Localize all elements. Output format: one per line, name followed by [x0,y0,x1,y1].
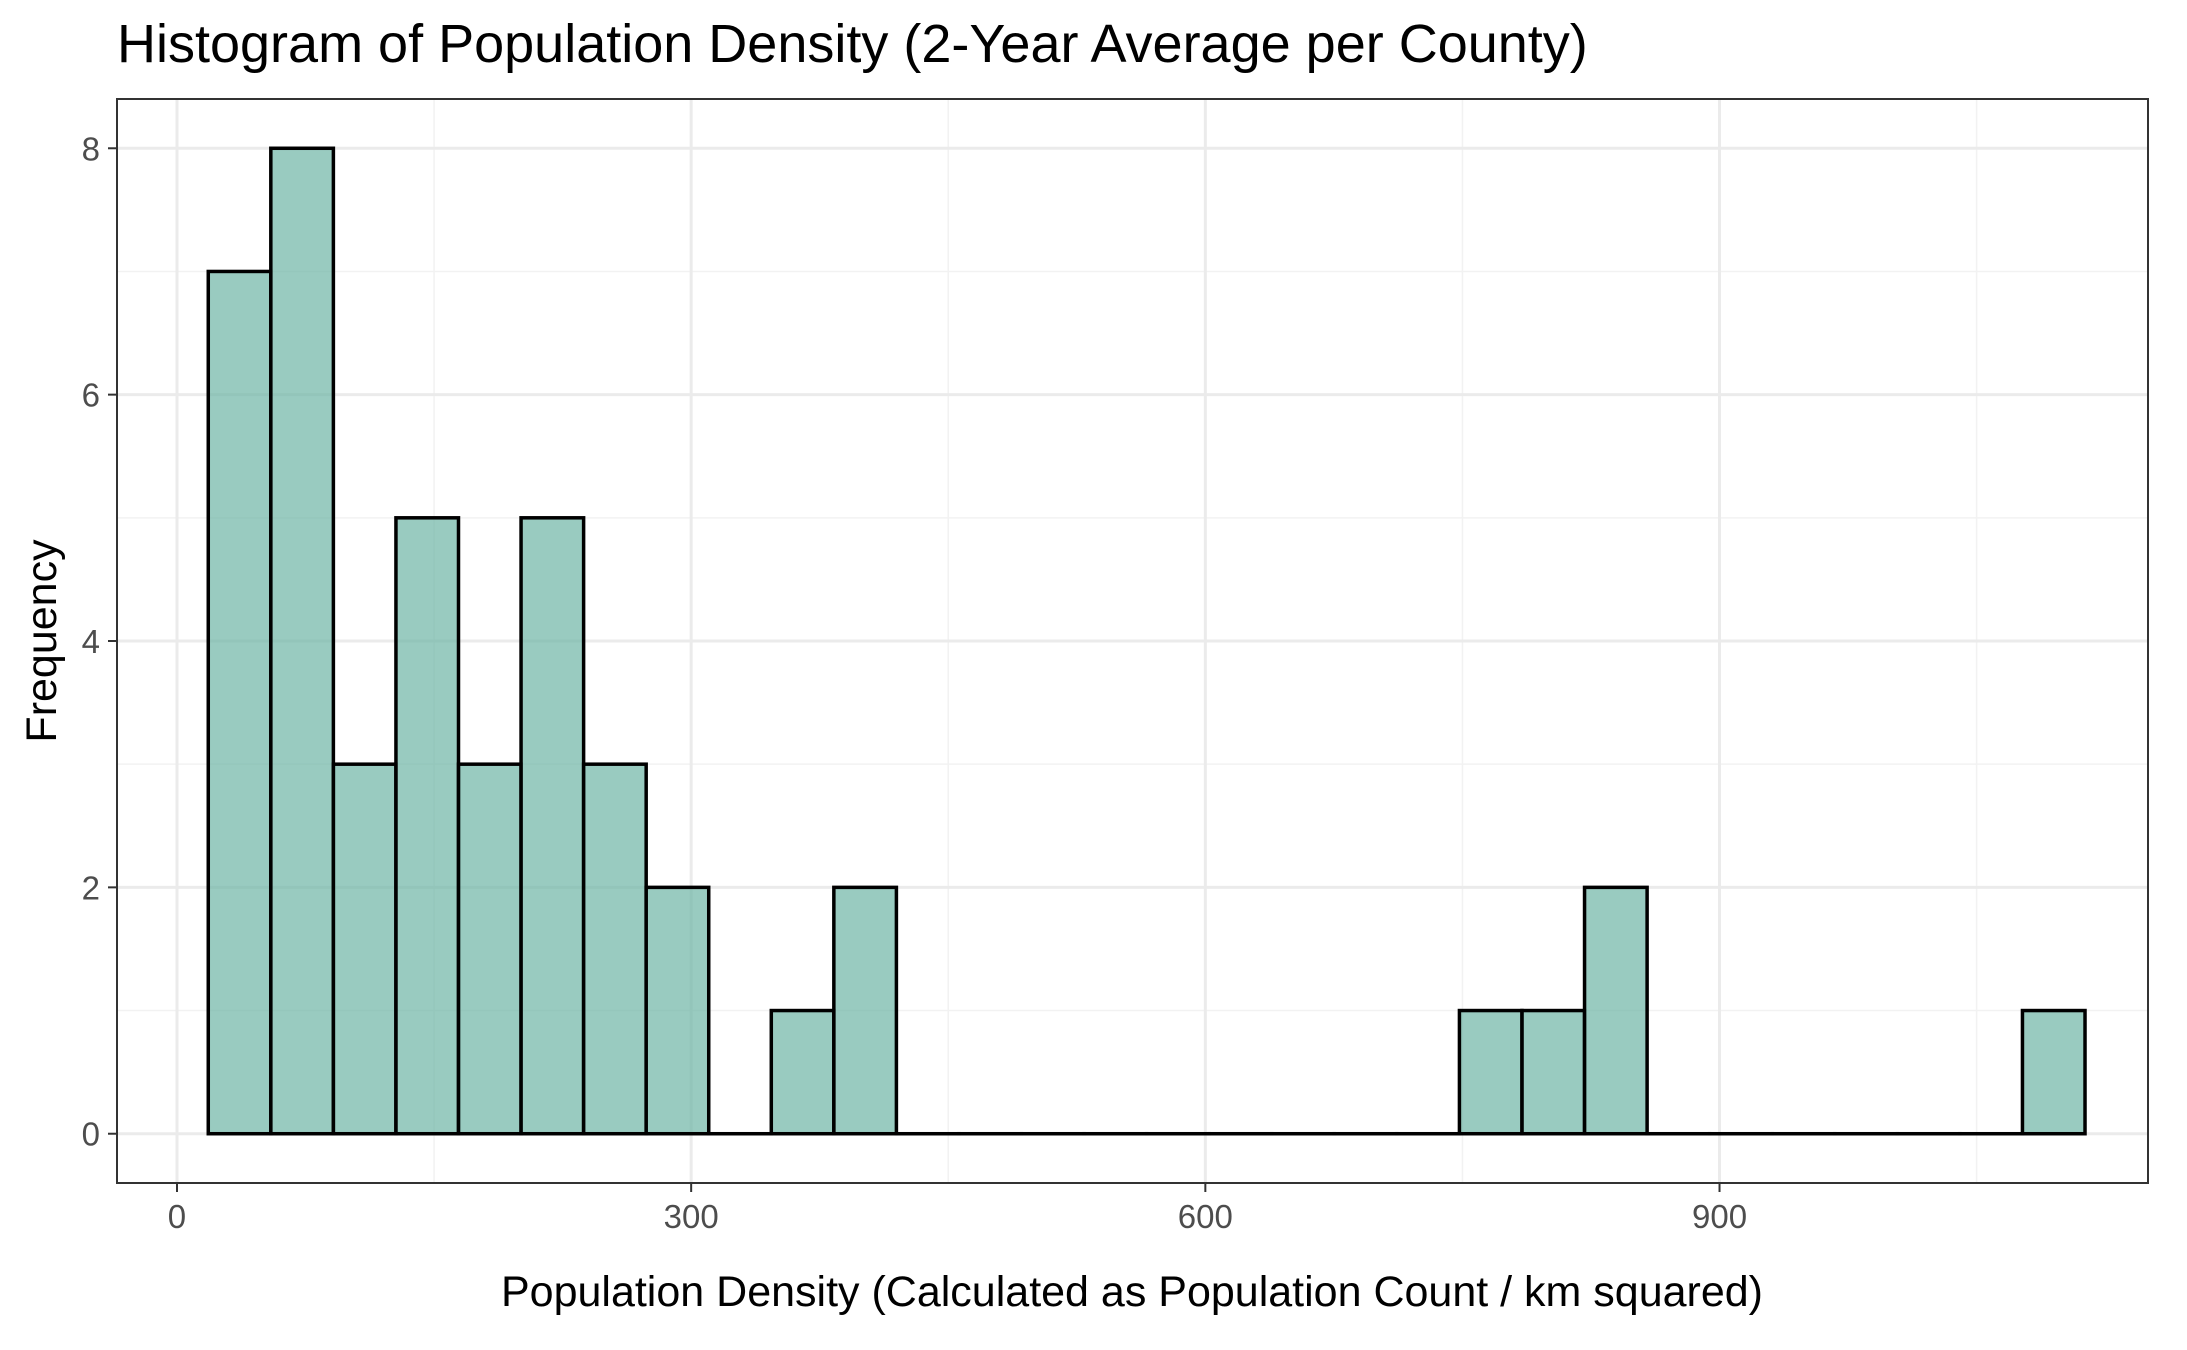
y-tick-label: 4 [82,623,100,660]
histogram-bar [1520,1008,1587,1136]
histogram-bar [206,269,273,1136]
y-axis-title: Frequency [18,539,66,743]
histogram-bar [581,762,648,1136]
histogram-bar [832,885,899,1136]
y-tick-label: 0 [82,1116,100,1153]
histogram-bar [394,516,461,1136]
histogram-bar [456,762,523,1136]
histogram-bar [519,516,586,1136]
x-tick-label: 0 [168,1198,186,1235]
histogram-bar [1582,885,1649,1136]
x-axis-title: Population Density (Calculated as Popula… [501,1268,1763,1316]
bars-layer [206,146,2087,1136]
y-tick-label: 2 [82,869,100,906]
histogram-bar [2020,1008,2087,1136]
chart-title: Histogram of Population Density (2-Year … [117,14,1588,74]
ticks-layer: 0 300 600 900 0 2 4 6 8 [82,130,1747,1235]
histogram-bar [269,146,336,1136]
histogram-bar [769,1008,836,1136]
y-tick-label: 6 [82,377,100,414]
x-tick-label: 300 [664,1198,719,1235]
y-tick-label: 8 [82,130,100,167]
histogram-bar [1457,1008,1524,1136]
histogram-bar [331,762,398,1136]
x-tick-label: 600 [1178,1198,1233,1235]
x-tick-label: 900 [1692,1198,1747,1235]
histogram-bar [644,885,711,1136]
